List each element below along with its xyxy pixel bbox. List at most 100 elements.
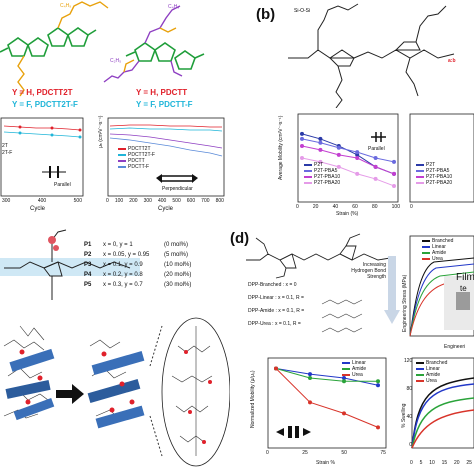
- legend-item: Amide: [426, 372, 441, 378]
- panel-b-ylabel: Average Mobility (cm²V⁻¹s⁻¹): [278, 115, 284, 180]
- stress-ylabel: Engineering Stress (MPa): [402, 274, 408, 332]
- stress-legend: Branched Linear Amide Urea: [422, 238, 453, 262]
- legend-item: P2T-PBA20: [426, 180, 453, 186]
- data-point: [318, 136, 323, 141]
- left-chart-xlabel: Cycle: [30, 206, 46, 212]
- ytick: 0: [409, 442, 412, 448]
- data-point: [376, 379, 380, 384]
- panel-b-legend: P2T P2T-PBA5 P2T-PBA10 P2T-PBA20: [304, 162, 340, 186]
- panel-label-b: (b): [256, 6, 276, 23]
- ytick: 40: [406, 414, 412, 420]
- legend-item: P2T-PBA5: [314, 168, 338, 174]
- data-point: [274, 366, 278, 371]
- xtick: 0: [296, 204, 299, 210]
- row-pct: (5 mol%): [164, 252, 189, 258]
- legend-item: P2T-PBA10: [314, 174, 341, 180]
- data-point: [300, 143, 304, 148]
- legend-item: Linear: [426, 366, 440, 372]
- legend-item: P2T-PBA10: [426, 174, 453, 180]
- xtick: 500: [73, 198, 82, 204]
- xtick: 300: [2, 198, 11, 204]
- data-point: [373, 156, 378, 160]
- nm-ylabel: Normalized Mobility (μ/μ₀): [250, 370, 256, 428]
- hbond-strength-arrow: [384, 256, 400, 324]
- polymer-label-cyan-1: Y = F, PDCTT2T-F: [12, 100, 78, 109]
- panel-c-assembly-illustration: [3, 317, 230, 467]
- panel-d-molecule: [246, 233, 391, 279]
- panel-b-legend-right: P2T P2T-PBA5 P2T-PBA10 P2T-PBA20: [416, 162, 452, 186]
- left-chart-xticks: 300 400 500: [2, 198, 82, 204]
- swelling-xticks: 0 5 10 15 20 25: [410, 460, 472, 466]
- right-chart-direction: Perpendicular: [162, 186, 193, 192]
- panel-b-top-legend: a:b: [448, 58, 456, 64]
- xtick: 500: [172, 198, 181, 204]
- nm-legend: Linear Amide Urea: [342, 360, 366, 378]
- xtick: 600: [186, 198, 196, 204]
- xtick: 100: [391, 204, 400, 210]
- xtick: 25: [302, 450, 308, 456]
- row-name: P2: [84, 252, 92, 258]
- thiophene-backbone-1: [0, 27, 97, 57]
- ratio-legend: a:b: [448, 58, 456, 64]
- stress-strain-chart: [409, 235, 474, 337]
- thiophene-backbone-2: [125, 42, 205, 70]
- nm-xticks: 0 25 50 75: [266, 450, 386, 456]
- right-chart-xticks: 0 100 200 300 400 500 600 700 800: [106, 198, 224, 204]
- panel-a-molecules: [0, 1, 205, 97]
- data-point: [342, 379, 346, 384]
- row-name: P4: [84, 272, 92, 278]
- xtick: 15: [441, 460, 448, 466]
- xtick: 100: [114, 198, 124, 204]
- row-xy: x = 0.3, y = 0.7: [103, 282, 143, 288]
- xtick: 50: [341, 450, 347, 456]
- data-point: [300, 131, 304, 136]
- xtick: 60: [352, 204, 358, 210]
- data-point: [300, 136, 304, 141]
- row-xy: x = 0.05, y = 0.95: [103, 252, 150, 258]
- left-chart-direction: Parallel: [54, 182, 71, 188]
- xtick: 5: [419, 460, 423, 466]
- xtick: 25: [466, 460, 472, 466]
- panel-b-xticks: 0 20 40 60 80 100: [296, 204, 400, 210]
- plot-frame: [267, 357, 387, 449]
- data-point: [392, 159, 396, 164]
- series-line-urea: [275, 368, 379, 428]
- panel-c-composition-table: P1 x = 0, y = 1 (0 mol%) P2 x = 0.05, y = 0…: [84, 240, 204, 290]
- siloxane-label: Si-O-Si: [294, 8, 310, 14]
- transition-arrow: [56, 384, 84, 404]
- row-pct: (0 mol%): [164, 242, 189, 248]
- legend-item: PDCTT: [128, 158, 145, 164]
- left-chart-legend-1: 2T: [2, 143, 8, 149]
- series-line-p2t-pba20: [301, 157, 395, 187]
- row-pct: (30 mol%): [164, 282, 192, 288]
- legend-item: Branched: [432, 238, 454, 244]
- row-name: P1: [84, 242, 92, 248]
- r-group-sketches: [321, 299, 363, 333]
- data-point: [318, 140, 323, 145]
- row-xy: x = 0, y = 1: [103, 242, 133, 248]
- stress-inset-text: Film: [456, 272, 474, 283]
- legend-item: Urea: [352, 372, 363, 378]
- series-line-p2t-pba5: [301, 138, 395, 163]
- variant-urea: DPP-Urea : x = 0.1, R =: [248, 321, 301, 327]
- table-row: P4 x = 0.2, y = 0.8 (20 mol%): [84, 270, 204, 280]
- right-chart-legend: PDCTT2T PDCTT2T-F PDCTT PDCTT-F: [118, 146, 155, 170]
- swelling-legend: Branched Linear Amide Urea: [416, 360, 447, 384]
- legend-item: PDCTT-F: [128, 164, 150, 170]
- data-point: [355, 156, 360, 160]
- panel-b-molecule: Si-O-Si: [288, 3, 455, 108]
- data-point: [318, 147, 323, 152]
- legend-item: P2T: [314, 162, 324, 168]
- xtick: 75: [380, 450, 386, 456]
- row-pct: (10 mol%): [164, 262, 192, 268]
- chain-label-1: C₄H₉: [60, 3, 72, 9]
- xtick: 0: [266, 450, 269, 456]
- xtick: 80: [371, 204, 378, 210]
- panel-label-d: (d): [230, 230, 250, 247]
- legend-item: P2T-PBA5: [426, 168, 450, 174]
- data-point: [308, 400, 312, 405]
- legend-item: Linear: [432, 244, 446, 250]
- xtick: 10: [429, 460, 435, 466]
- polymer-label-red-2: Y = H, PDCTT: [136, 88, 188, 97]
- data-point: [318, 159, 323, 164]
